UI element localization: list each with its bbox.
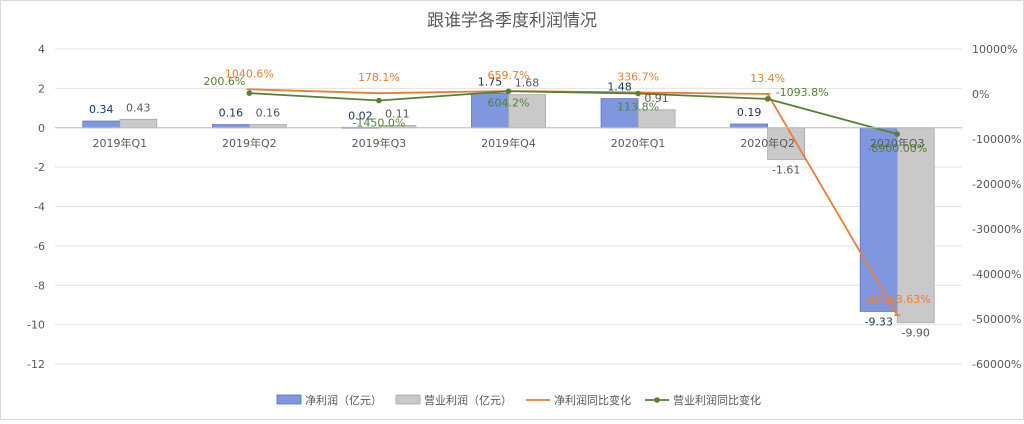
legend-label: 净利润同比变化: [554, 393, 631, 407]
line-data-label: 200.6%: [203, 75, 245, 88]
bar-data-label: -1.61: [772, 163, 800, 176]
left-axis-tick-label: -4: [34, 201, 45, 214]
operating-profit-yoy-line: [249, 90, 898, 135]
legend-label: 营业利润（亿元）: [424, 393, 512, 407]
bar-operating-profit: [767, 127, 806, 160]
bar-net-profit: [82, 120, 121, 129]
bar-data-label: 1.68: [515, 77, 540, 90]
legend-swatch: [276, 394, 302, 405]
line-data-label: 604.2%: [488, 96, 530, 109]
left-axis-tick-label: -8: [34, 279, 45, 292]
bar-data-label: 1.75: [478, 75, 503, 88]
category-label: 2019年Q3: [352, 136, 407, 150]
bar-data-label: 0.02: [348, 109, 373, 122]
line-data-label: 113.8%: [617, 100, 659, 113]
operating-profit-yoy-point: [635, 90, 641, 97]
left-axis-tick-label: -12: [27, 358, 45, 371]
left-axis-tick-label: -6: [34, 240, 45, 253]
chart-title: 跟谁学各季度利润情况: [427, 11, 597, 31]
left-axis-tick-label: 0: [38, 122, 45, 135]
operating-profit-yoy-point: [764, 96, 771, 102]
legend-marker: [654, 397, 660, 403]
operating-profit-yoy-point: [505, 88, 512, 95]
left-axis-tick-label: 4: [38, 43, 45, 56]
operating-profit-yoy-point: [376, 97, 382, 104]
right-axis-tick-label: -30000%: [972, 223, 1021, 236]
bar-data-label: 0.91: [644, 92, 669, 105]
bar-net-profit: [730, 123, 769, 129]
line-data-label: -8900.00%: [867, 142, 927, 155]
right-axis-tick-label: -20000%: [972, 178, 1021, 191]
legend-swatch: [395, 394, 421, 405]
line-data-label: 178.1%: [358, 71, 400, 84]
left-axis-tick-label: -2: [34, 161, 45, 174]
category-label: 2019年Q1: [92, 136, 147, 150]
line-data-label: 13.4%: [750, 72, 785, 85]
category-label: 2019年Q2: [222, 136, 277, 150]
category-label: 2019年Q4: [481, 136, 536, 150]
bar-operating-profit: [119, 118, 158, 129]
operating-profit-yoy-point: [894, 131, 901, 137]
bar-data-label: 0.34: [89, 103, 114, 116]
left-axis-tick-label: -10: [27, 319, 45, 332]
bar-data-label: 0.16: [256, 107, 281, 120]
line-data-label: 336.7%: [617, 70, 659, 83]
right-axis-tick-label: -60000%: [972, 358, 1021, 371]
line-data-label: -49163.63%: [864, 293, 931, 306]
right-axis-tick-label: -10000%: [972, 133, 1021, 146]
line-data-label: -1450.0%: [352, 117, 405, 130]
right-axis-tick-label: -40000%: [972, 268, 1021, 281]
bar-data-label: -9.33: [864, 315, 892, 328]
line-data-label: -1093.8%: [776, 86, 829, 99]
left-axis-tick-label: 2: [38, 82, 45, 95]
category-label: 2020年Q3: [870, 136, 925, 150]
bar-data-label: 0.19: [737, 106, 762, 119]
right-axis-tick-label: -50000%: [972, 313, 1021, 326]
legend-label: 营业利润同比变化: [673, 393, 761, 407]
right-axis-tick-label: 0%: [972, 88, 989, 101]
bar-data-label: 0.11: [385, 108, 410, 121]
bar-data-label: 1.48: [607, 81, 632, 94]
line-data-label: 659.7%: [488, 69, 530, 82]
bar-data-label: 0.43: [126, 101, 151, 114]
bar-data-label: -9.90: [901, 327, 929, 340]
category-label: 2020年Q1: [611, 136, 666, 150]
bar-operating-profit: [896, 127, 935, 324]
right-axis-tick-label: 10000%: [972, 43, 1017, 56]
category-label: 2020年Q2: [740, 136, 795, 150]
bar-data-label: 0.16: [219, 107, 244, 120]
legend-label: 净利润（亿元）: [305, 393, 382, 407]
line-data-label: 1040.6%: [225, 67, 274, 80]
bar-operating-profit: [508, 94, 546, 129]
operating-profit-yoy-point: [246, 90, 253, 96]
